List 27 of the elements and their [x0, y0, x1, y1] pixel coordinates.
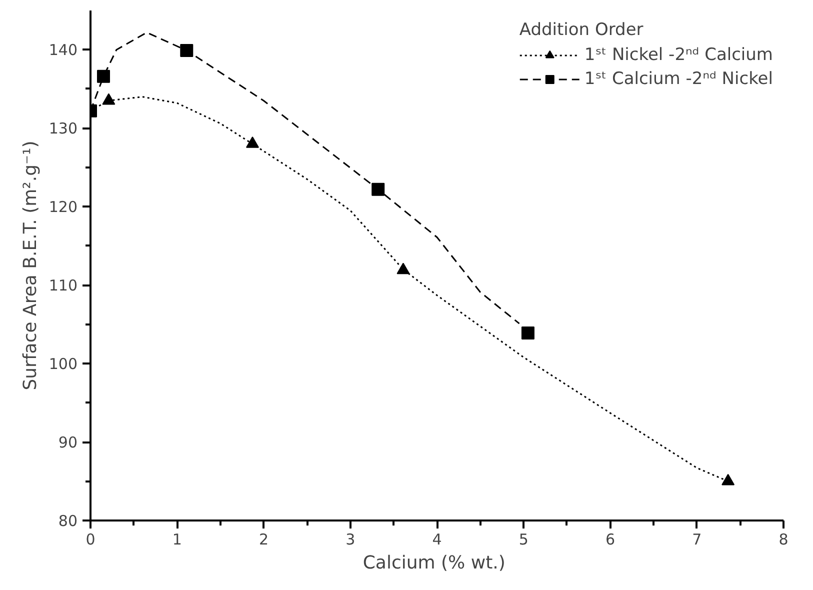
x-tick-label: 7	[692, 530, 702, 548]
x-tick-label: 3	[346, 530, 356, 548]
point	[180, 44, 194, 58]
point	[722, 474, 735, 486]
x-tick-label: 0	[86, 530, 96, 548]
y-tick-label: 140	[48, 41, 78, 60]
x-tick-label: 1	[172, 530, 182, 548]
x-tick-label: 8	[778, 530, 788, 548]
y-tick-label: 130	[48, 120, 78, 138]
y-tick-label: 100	[48, 355, 78, 374]
x-tick-label: 4	[432, 530, 442, 548]
x-tick-label: 2	[258, 530, 269, 548]
y-tick-label: 90	[58, 434, 78, 452]
point	[521, 326, 534, 340]
legend-label: 1ˢᵗ Calcium -2ⁿᵈ Nickel	[584, 69, 773, 89]
point	[372, 182, 385, 196]
legend-title: Addition Order	[519, 20, 644, 40]
x-tick-label: 6	[605, 530, 616, 548]
y-axis-title: Surface Area B.E.T. (m².g⁻¹)	[20, 140, 41, 390]
y-tick-label: 110	[48, 276, 78, 295]
y-tick-label: 120	[48, 198, 78, 216]
x-axis-title: Calcium (% wt.)	[362, 552, 506, 574]
legend-label: 1ˢᵗ Nickel -2ⁿᵈ Calcium	[584, 45, 773, 65]
point	[96, 70, 110, 83]
x-tick-label: 5	[518, 530, 528, 548]
point	[246, 136, 259, 148]
y-tick-label: 80	[58, 512, 78, 530]
